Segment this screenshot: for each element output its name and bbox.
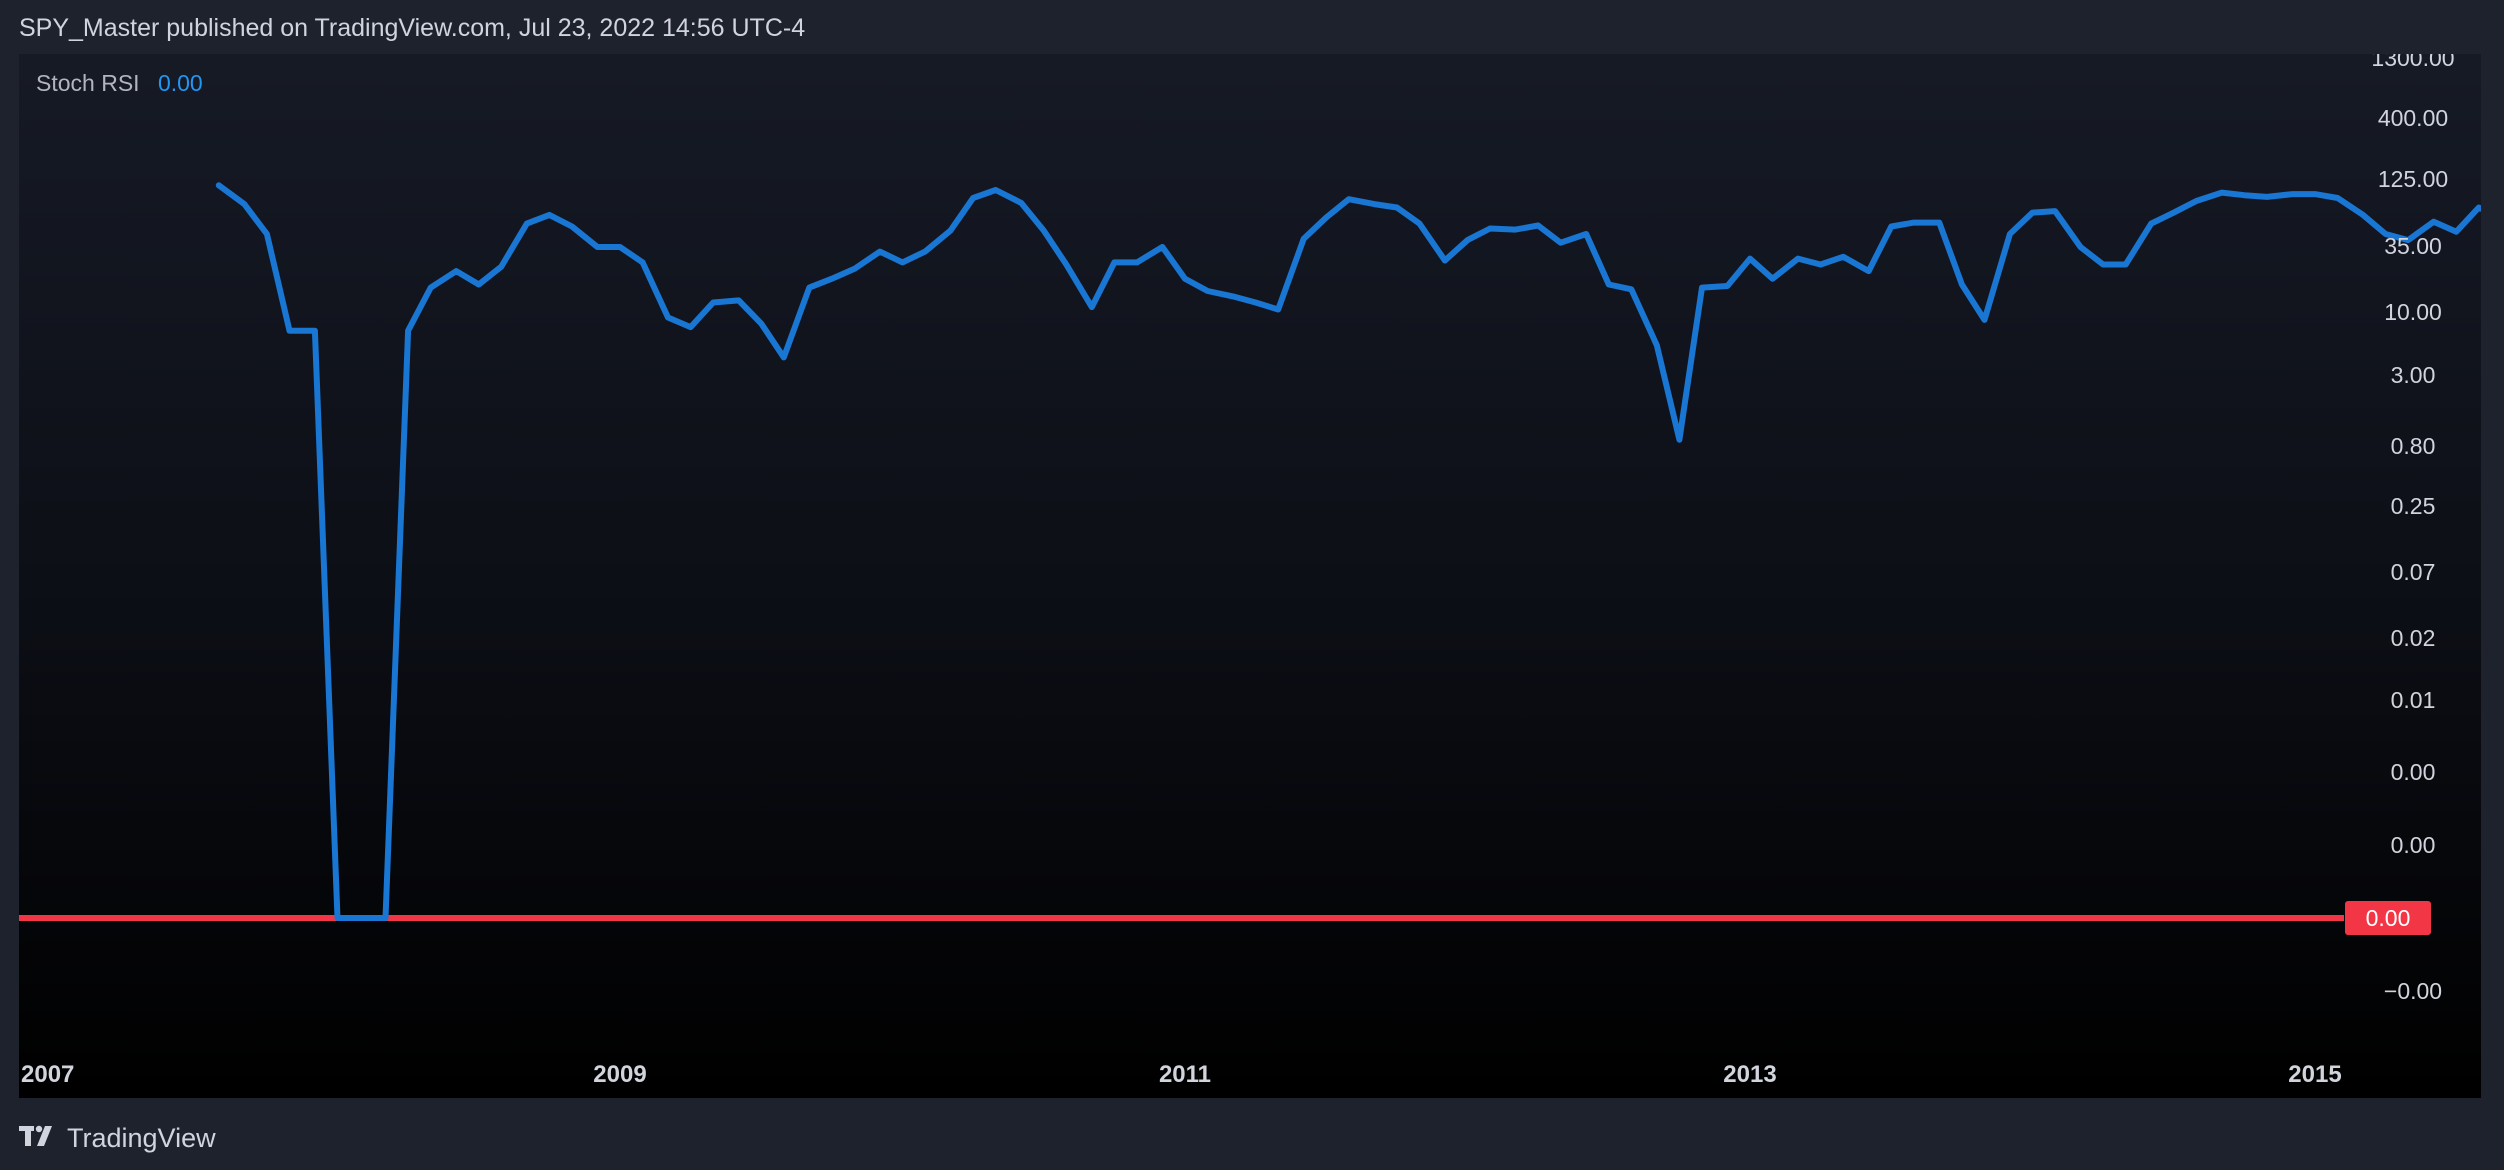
brand-name: TradingView [67,1122,216,1153]
tradingview-logo-icon [19,1123,59,1154]
x-tick-label: 2015 [2288,1061,2341,1088]
y-tick-label: 125.00 [2378,166,2448,192]
indicator-value: 0.00 [157,70,203,96]
x-tick-label: 2009 [593,1061,646,1088]
indicator-pane[interactable]: 0.00 1300.00 400.00 125.00 35.00 10.00 3.00 0.… [19,54,2481,1098]
stoch-rsi-line [215,182,2481,921]
y-tick-label: 0.00 [2391,759,2436,785]
y-tick-label: 10.00 [2384,299,2442,325]
y-tick-label: 400.00 [2378,105,2448,131]
y-tick-label: 0.07 [2391,559,2436,585]
y-tick-label: 0.01 [2391,687,2436,713]
y-tick-label: 3.00 [2391,362,2436,388]
x-tick-label: 2013 [1723,1061,1776,1088]
y-tick-label: 0.25 [2391,493,2436,519]
y-tick-label: 35.00 [2384,233,2442,259]
stoch-rsi-chart: 0.00 1300.00 400.00 125.00 35.00 10.00 3.00 0.… [19,54,2481,1088]
y-tick-label: 0.02 [2391,625,2436,651]
footer-branding[interactable]: TradingView [19,1118,216,1158]
indicator-name: Stoch RSI [36,70,140,96]
y-tick-label: 1300.00 [2371,54,2454,71]
hline-price-label: 0.00 [2345,901,2431,935]
y-tick-label: 0.80 [2391,433,2436,459]
publish-header: SPY_Master published on TradingView.com,… [19,14,806,42]
y-tick-label: 0.00 [2391,832,2436,858]
x-tick-label: 2011 [1159,1061,1211,1088]
indicator-legend[interactable]: Stoch RSI 0.00 [36,70,203,97]
svg-text:0.00: 0.00 [2366,905,2411,931]
x-tick-label: 2007 [21,1061,74,1088]
y-tick-label: −0.00 [2384,978,2442,1004]
